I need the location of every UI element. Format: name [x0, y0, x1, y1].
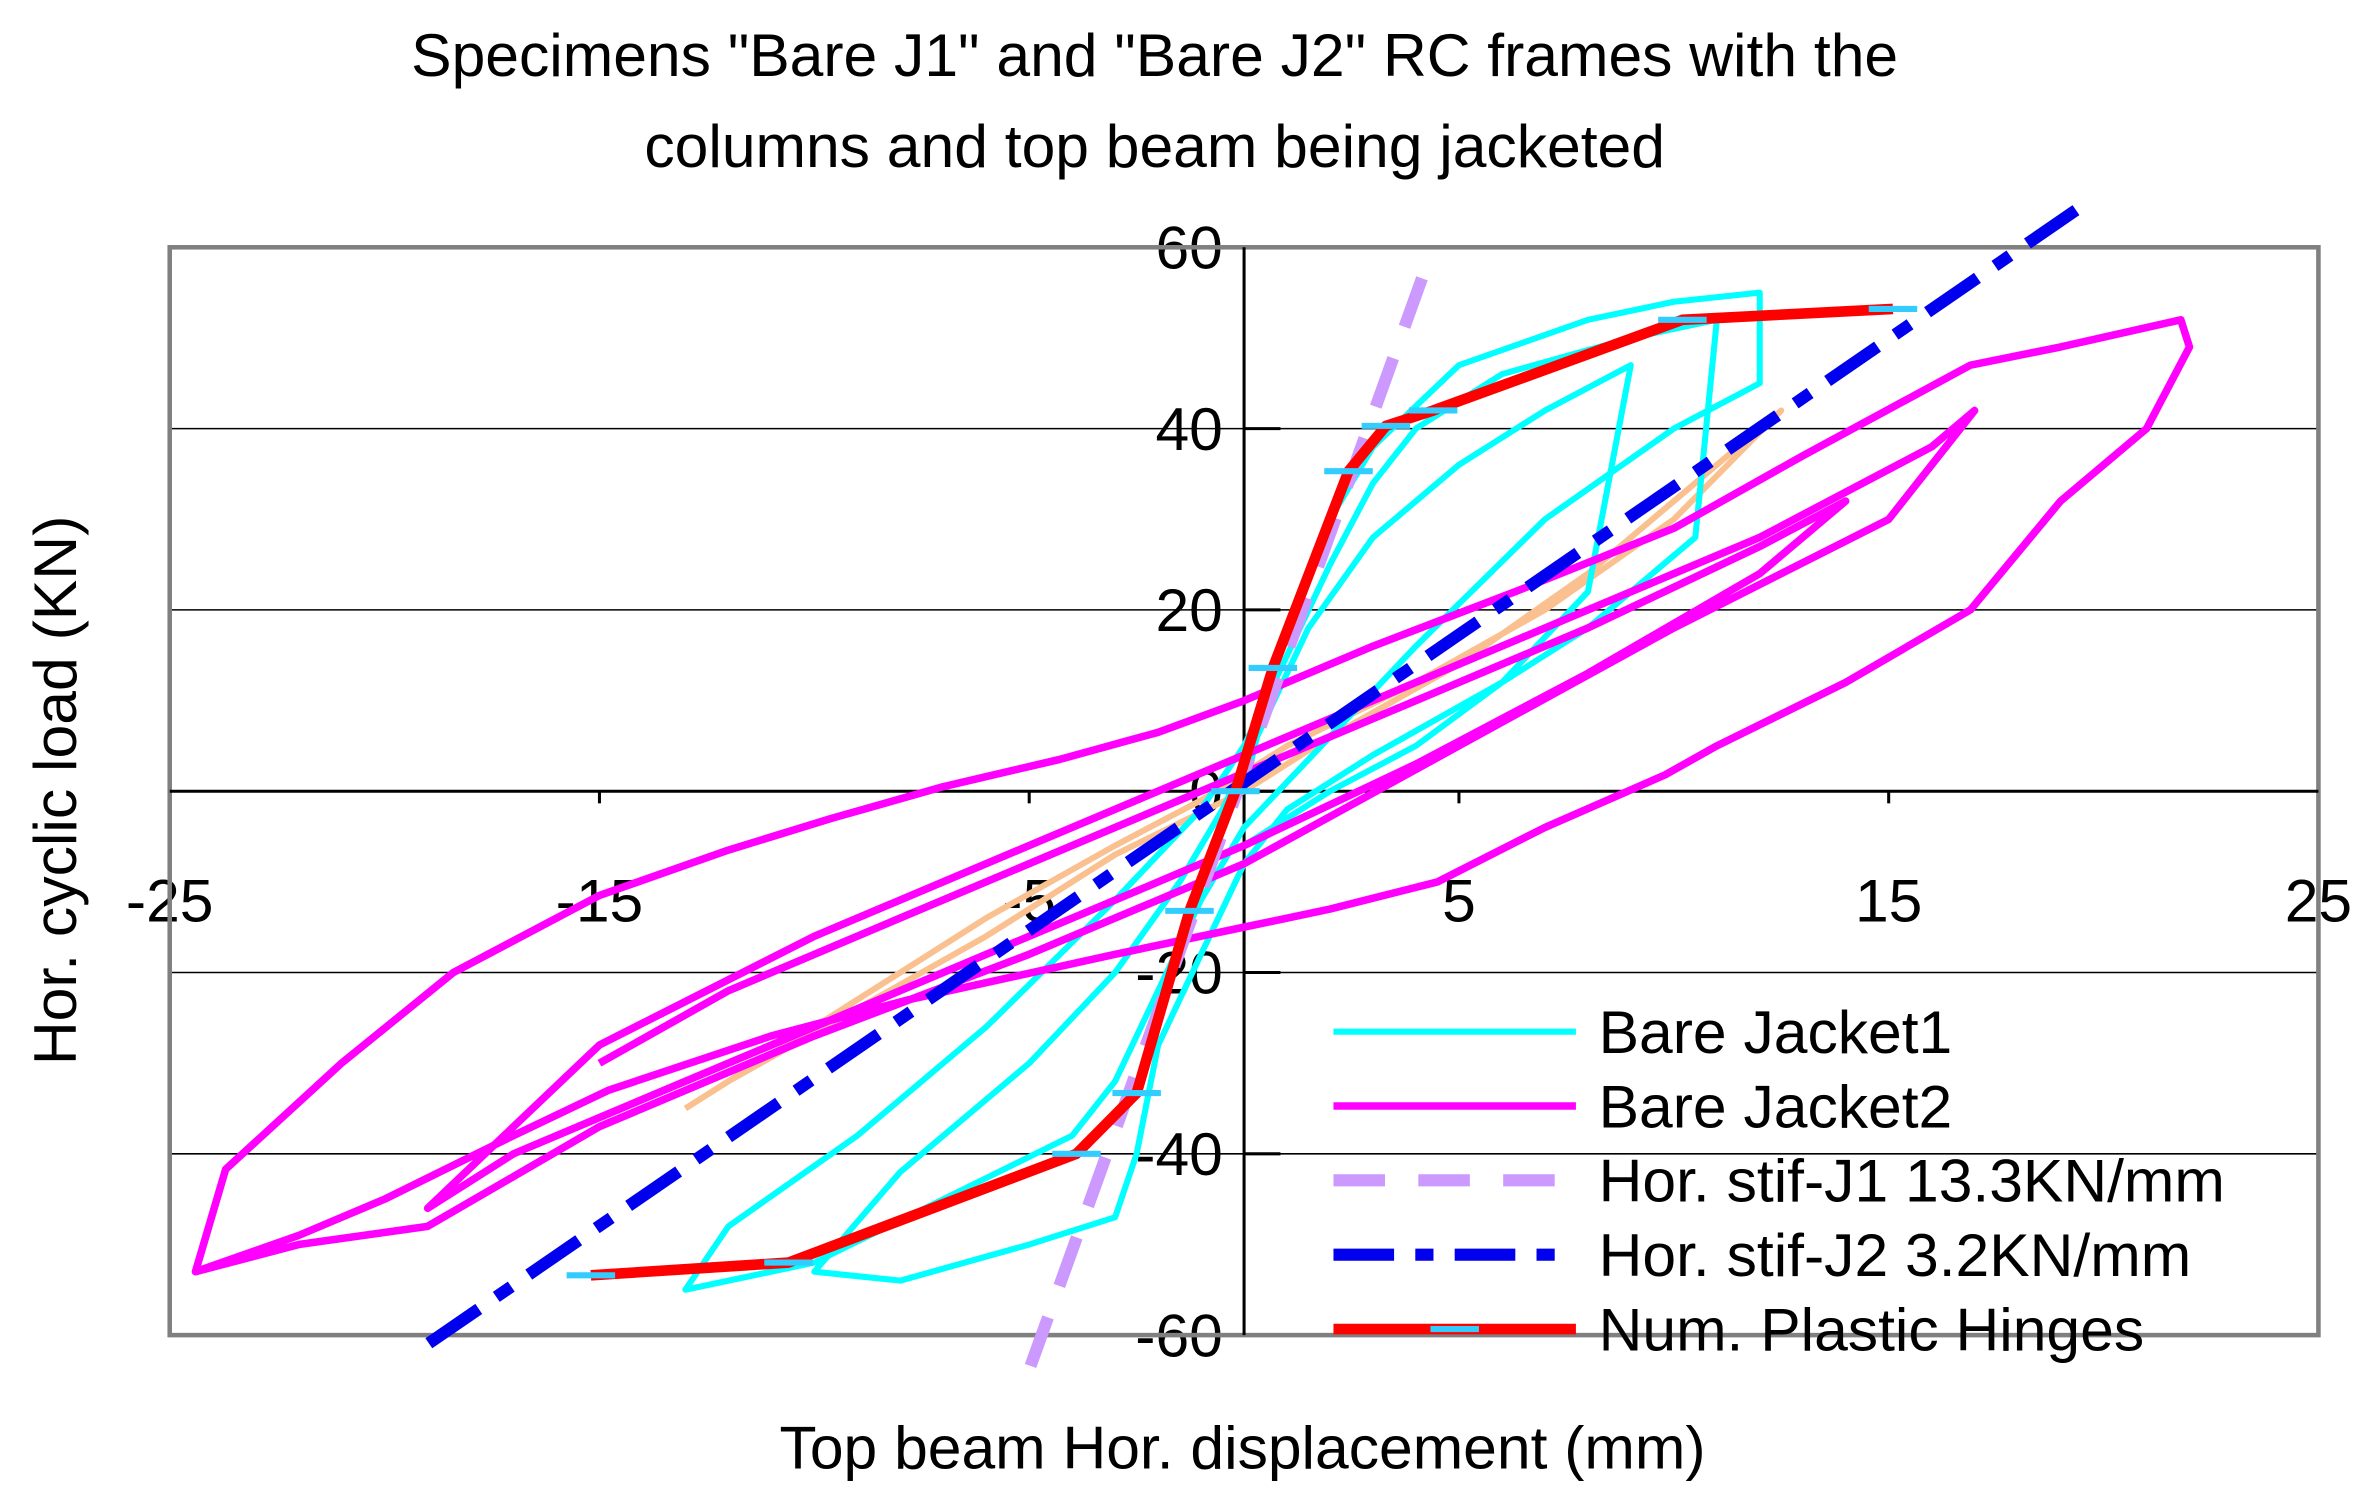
y-tick-label: -40 [1135, 1120, 1223, 1188]
chart-title-line: columns and top beam being jacketed [644, 112, 1665, 180]
series-line [683, 407, 1785, 1112]
x-tick-label: 15 [1855, 867, 1922, 935]
legend-label: Hor. stif-J1 13.3KN/mm [1599, 1147, 2225, 1215]
y-axis-label: Hor. cyclic load (KN) [21, 516, 89, 1065]
series-line [425, 205, 2080, 1349]
legend-label: Num. Plastic Hinges [1599, 1295, 2144, 1363]
legend-label: Hor. stif-J2 3.2KN/mm [1599, 1221, 2192, 1289]
y-tick-label: 20 [1155, 576, 1222, 644]
legend-label: Bare Jacket1 [1599, 998, 1953, 1066]
chart-title-line: Specimens "Bare J1" and "Bare J2" RC fra… [411, 21, 1898, 89]
x-tick-label: -15 [556, 867, 644, 935]
series-line [1024, 248, 1438, 1368]
series-line [590, 303, 1894, 1281]
y-tick-label: 40 [1155, 395, 1222, 463]
legend-label: Bare Jacket2 [1599, 1072, 1953, 1140]
x-axis-label: Top beam Hor. displacement (mm) [780, 1414, 1706, 1482]
